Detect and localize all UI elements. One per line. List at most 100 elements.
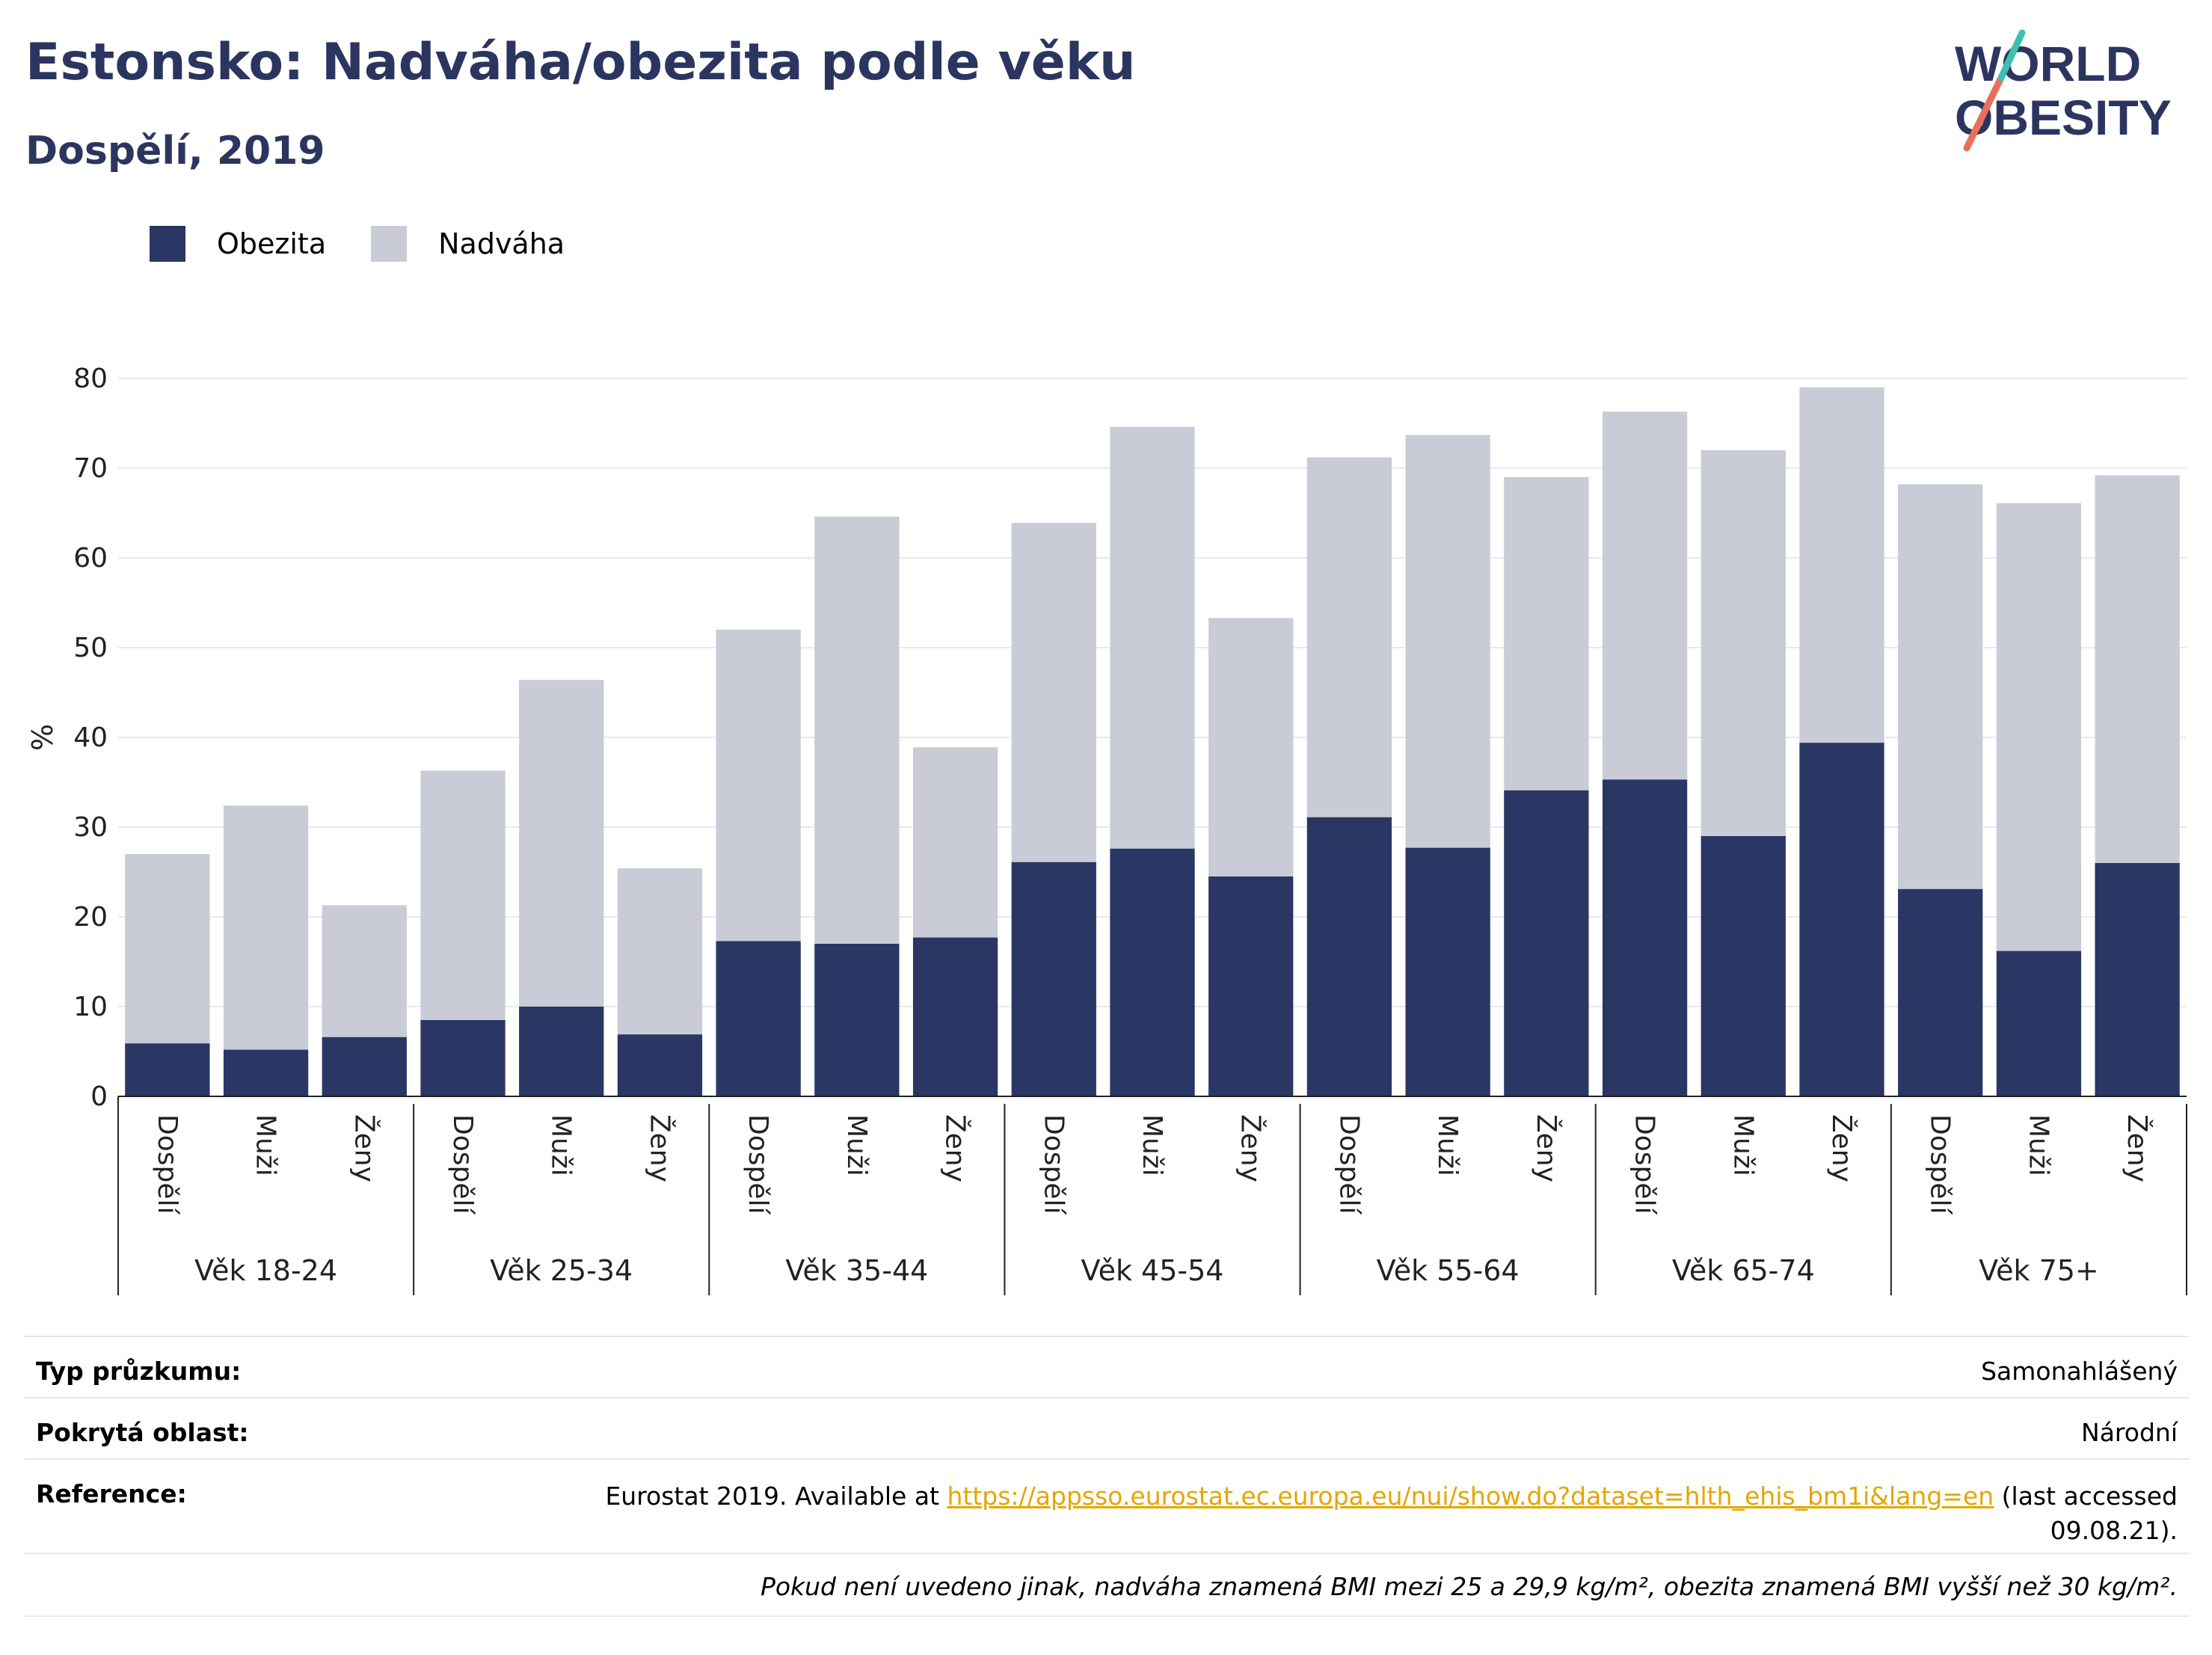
- coverage-label: Pokrytá oblast:: [36, 1418, 249, 1447]
- bar-overweight: [1996, 503, 2082, 951]
- group-label: Věk 18-24: [194, 1254, 337, 1287]
- x-tick-label: Ženy: [2122, 1114, 2153, 1182]
- x-tick-label: Ženy: [348, 1114, 380, 1182]
- survey-type-value: Samonahlášený: [1981, 1357, 2178, 1386]
- legend-label-obesity: Obezita: [217, 227, 327, 260]
- x-tick-label: Muži: [251, 1114, 281, 1176]
- bar-overweight: [420, 770, 506, 1020]
- group-label: Věk 35-44: [785, 1254, 928, 1287]
- metadata-table: Typ průzkumu: Samonahlášený Pokrytá obla…: [24, 1336, 2190, 1620]
- bar-obesity: [716, 941, 801, 1096]
- group-label: Věk 55-64: [1377, 1254, 1520, 1287]
- reference-date: 09.08.21).: [2050, 1516, 2178, 1545]
- bar-overweight: [1701, 450, 1786, 836]
- x-tick-label: Ženy: [1235, 1114, 1267, 1182]
- x-tick-label: Ženy: [1826, 1114, 1858, 1182]
- bar-overweight: [912, 747, 998, 938]
- bar-overweight: [223, 805, 309, 1050]
- x-tick-label: Ženy: [940, 1114, 971, 1182]
- bar-obesity: [617, 1034, 703, 1096]
- bar-obesity: [125, 1043, 210, 1096]
- bar-overweight: [1405, 435, 1490, 848]
- bar-obesity: [1799, 743, 1884, 1096]
- bar-overweight: [519, 680, 604, 1007]
- reference-value: Eurostat 2019. Available at https://apps…: [605, 1479, 2178, 1548]
- legend-swatch-obesity: [150, 226, 185, 262]
- bar-obesity: [322, 1037, 407, 1096]
- y-tick-label: 0: [90, 1081, 108, 1112]
- bar-obesity: [1996, 951, 2082, 1096]
- x-tick-label: Dospělí: [447, 1114, 478, 1215]
- bar-obesity: [1504, 790, 1589, 1096]
- legend-swatch-overweight: [371, 226, 408, 262]
- bar-overweight: [716, 630, 801, 942]
- survey-type-label: Typ průzkumu:: [36, 1357, 242, 1386]
- group-label: Věk 65-74: [1672, 1254, 1815, 1287]
- reference-prefix: Eurostat 2019. Available at: [605, 1481, 947, 1511]
- x-tick-label: Dospělí: [1333, 1114, 1364, 1215]
- group-label: Věk 45-54: [1081, 1254, 1224, 1287]
- x-tick-label: Muži: [1137, 1114, 1167, 1176]
- bar-overweight: [1898, 484, 1983, 889]
- chart-title: Estonsko: Nadváha/obezita podle věku: [25, 33, 1136, 92]
- x-tick-label: Muži: [1727, 1114, 1758, 1176]
- legend: Obezita Nadváha: [150, 221, 609, 266]
- bar-overweight: [617, 868, 703, 1035]
- chart-subtitle: Dospělí, 2019: [25, 129, 325, 174]
- reference-link[interactable]: https://appsso.eurostat.ec.europa.eu/nui…: [947, 1481, 1994, 1511]
- y-tick-label: 40: [73, 722, 108, 753]
- y-axis-title: %: [26, 724, 59, 751]
- x-tick-label: Dospělí: [152, 1114, 182, 1215]
- x-tick-label: Ženy: [644, 1114, 675, 1182]
- y-tick-label: 50: [73, 633, 108, 663]
- logo-line1: WORLD: [1955, 36, 2141, 91]
- bar-chart: 0 10 20 30 40 50 60 70 80% Dospělí Muži Ženy Dospělí…: [26, 363, 2187, 1295]
- bar-obesity: [1898, 888, 1983, 1096]
- reference-label: Reference:: [36, 1479, 187, 1508]
- bar-overweight: [2095, 475, 2180, 863]
- meta-row-coverage: Pokrytá oblast: Národní: [24, 1397, 2190, 1460]
- bar-overweight: [814, 516, 900, 944]
- x-tick-label: Dospělí: [1038, 1114, 1069, 1215]
- x-tick-label: Muži: [2023, 1114, 2053, 1176]
- bar-overweight: [1799, 387, 1884, 743]
- bar-overweight: [1011, 523, 1096, 862]
- y-tick-label: 20: [73, 902, 108, 933]
- meta-row-survey-type: Typ průzkumu: Samonahlášený: [24, 1336, 2190, 1398]
- x-tick-label: Dospělí: [1925, 1114, 1956, 1215]
- bar-obesity: [1602, 779, 1688, 1096]
- bar-overweight: [1306, 457, 1392, 817]
- meta-row-note: Pokud není uvedeno jinak, nadváha znamen…: [24, 1553, 2190, 1617]
- meta-row-reference: Reference: Eurostat 2019. Available at h…: [24, 1458, 2190, 1554]
- bar-overweight: [1110, 426, 1195, 849]
- group-label: Věk 25-34: [490, 1254, 633, 1287]
- bar-obesity: [1011, 862, 1096, 1096]
- group-label: Věk 75+: [1979, 1254, 2099, 1287]
- bar-overweight: [125, 854, 210, 1044]
- logo-line2: OBESITY: [1955, 90, 2172, 145]
- x-tick-label: Muži: [546, 1114, 577, 1176]
- x-tick-label: Muži: [841, 1114, 872, 1176]
- bar-obesity: [1110, 848, 1195, 1096]
- bar-overweight: [1504, 477, 1589, 790]
- bar-obesity: [1306, 817, 1392, 1096]
- bar-obesity: [2095, 863, 2180, 1096]
- world-obesity-logo: WORLD OBESITY: [1955, 29, 2172, 152]
- x-tick-label: Dospělí: [743, 1114, 773, 1215]
- y-tick-label: 80: [73, 363, 108, 394]
- x-tick-label: Dospělí: [1629, 1114, 1660, 1215]
- bar-obesity: [912, 937, 998, 1096]
- bar-overweight: [322, 905, 407, 1037]
- bar-overweight: [1602, 411, 1688, 780]
- coverage-value: Národní: [2081, 1418, 2178, 1447]
- bar-obesity: [1208, 876, 1294, 1096]
- bar-obesity: [519, 1007, 604, 1096]
- x-tick-label: Ženy: [1531, 1114, 1562, 1182]
- bar-obesity: [814, 944, 900, 1096]
- bar-obesity: [1405, 847, 1490, 1096]
- bar-obesity: [420, 1020, 506, 1096]
- bar-overweight: [1208, 618, 1294, 876]
- reference-suffix: (last accessed: [1994, 1481, 2178, 1511]
- y-tick-label: 70: [73, 453, 108, 484]
- x-tick-label: Muži: [1432, 1114, 1463, 1176]
